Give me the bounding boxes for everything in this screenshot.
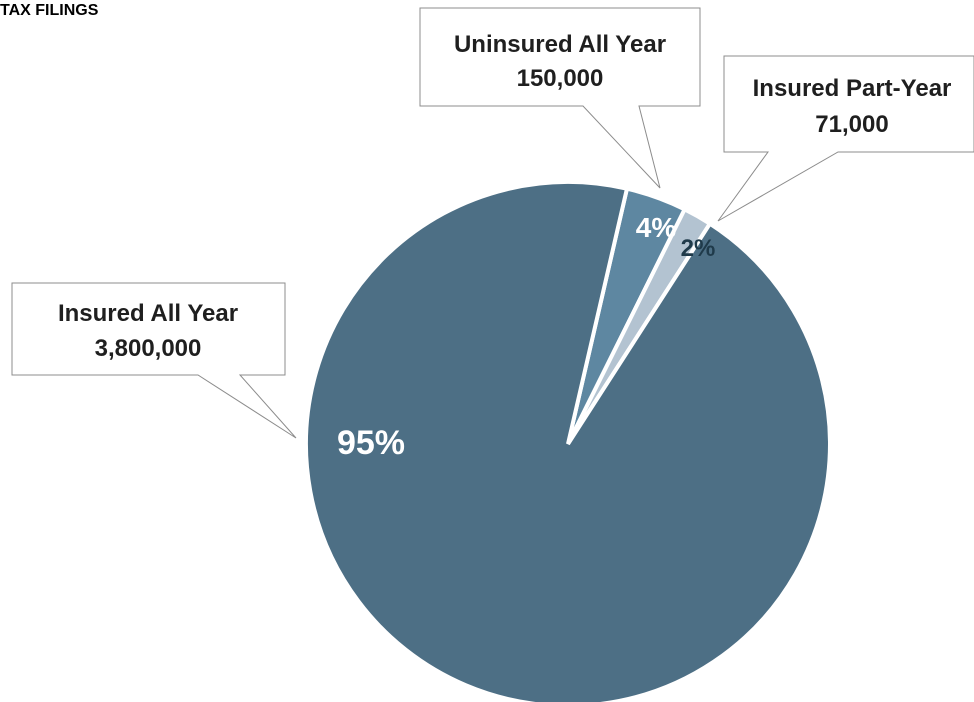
slice-percent-insured-all-year: 95% [337, 424, 405, 462]
callout-box-insured-all-year [11, 282, 297, 439]
callout-box-uninsured [419, 7, 701, 189]
callout-label-uninsured: Uninsured All Year [454, 31, 666, 58]
callout-uninsured-all-year: Uninsured All Year 150,000 [419, 7, 701, 189]
page-title: TAX FILINGS [0, 2, 99, 19]
pie-slices [304, 180, 832, 702]
slice-insured-all-year [304, 180, 832, 702]
callout-insured-part-year: Insured Part-Year 71,000 [717, 55, 974, 222]
callout-box-insured-part-year [717, 55, 974, 222]
callout-label-insured-all-year: Insured All Year [58, 300, 238, 327]
slice-percent-uninsured-all-year: 4% [636, 212, 677, 243]
slice-percent-insured-part-year: 2% [681, 235, 716, 262]
callout-label-insured-part-year: Insured Part-Year [753, 75, 952, 102]
callout-value-uninsured: 150,000 [517, 65, 604, 92]
callout-value-insured-part-year: 71,000 [815, 111, 888, 138]
callout-value-insured-all-year: 3,800,000 [95, 335, 202, 362]
callout-insured-all-year: Insured All Year 3,800,000 [11, 282, 297, 439]
